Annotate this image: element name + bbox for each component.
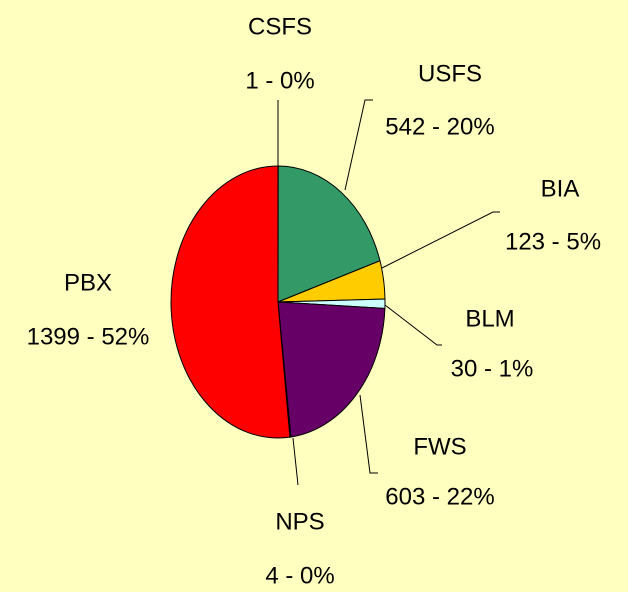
slice-name: CSFS: [248, 13, 312, 40]
slice-label: 603 - 22%: [385, 483, 494, 510]
pie-slice: [170, 165, 291, 439]
slice-label: 30 - 1%: [451, 355, 534, 382]
slice-name: PBX: [64, 269, 112, 296]
slice-label: 1 - 0%: [245, 67, 314, 94]
pie-slice: [277, 165, 381, 303]
slice-name: BIA: [541, 175, 580, 202]
slice-label: 4 - 0%: [265, 562, 334, 589]
leader-line: [344, 99, 373, 191]
leader-line: [381, 211, 500, 269]
slice-name: NPS: [275, 508, 324, 535]
slice-label: 123 - 5%: [505, 228, 601, 255]
leader-line: [384, 304, 442, 346]
leader-line: [359, 394, 378, 474]
slice-label: 542 - 20%: [385, 113, 494, 140]
slice-name: USFS: [418, 60, 482, 87]
leader-line: [292, 437, 299, 486]
slice-name: BLM: [465, 305, 514, 332]
slice-label: 1399 - 52%: [27, 323, 150, 350]
slice-name: FWS: [413, 433, 466, 460]
pie-slice: [277, 301, 386, 438]
